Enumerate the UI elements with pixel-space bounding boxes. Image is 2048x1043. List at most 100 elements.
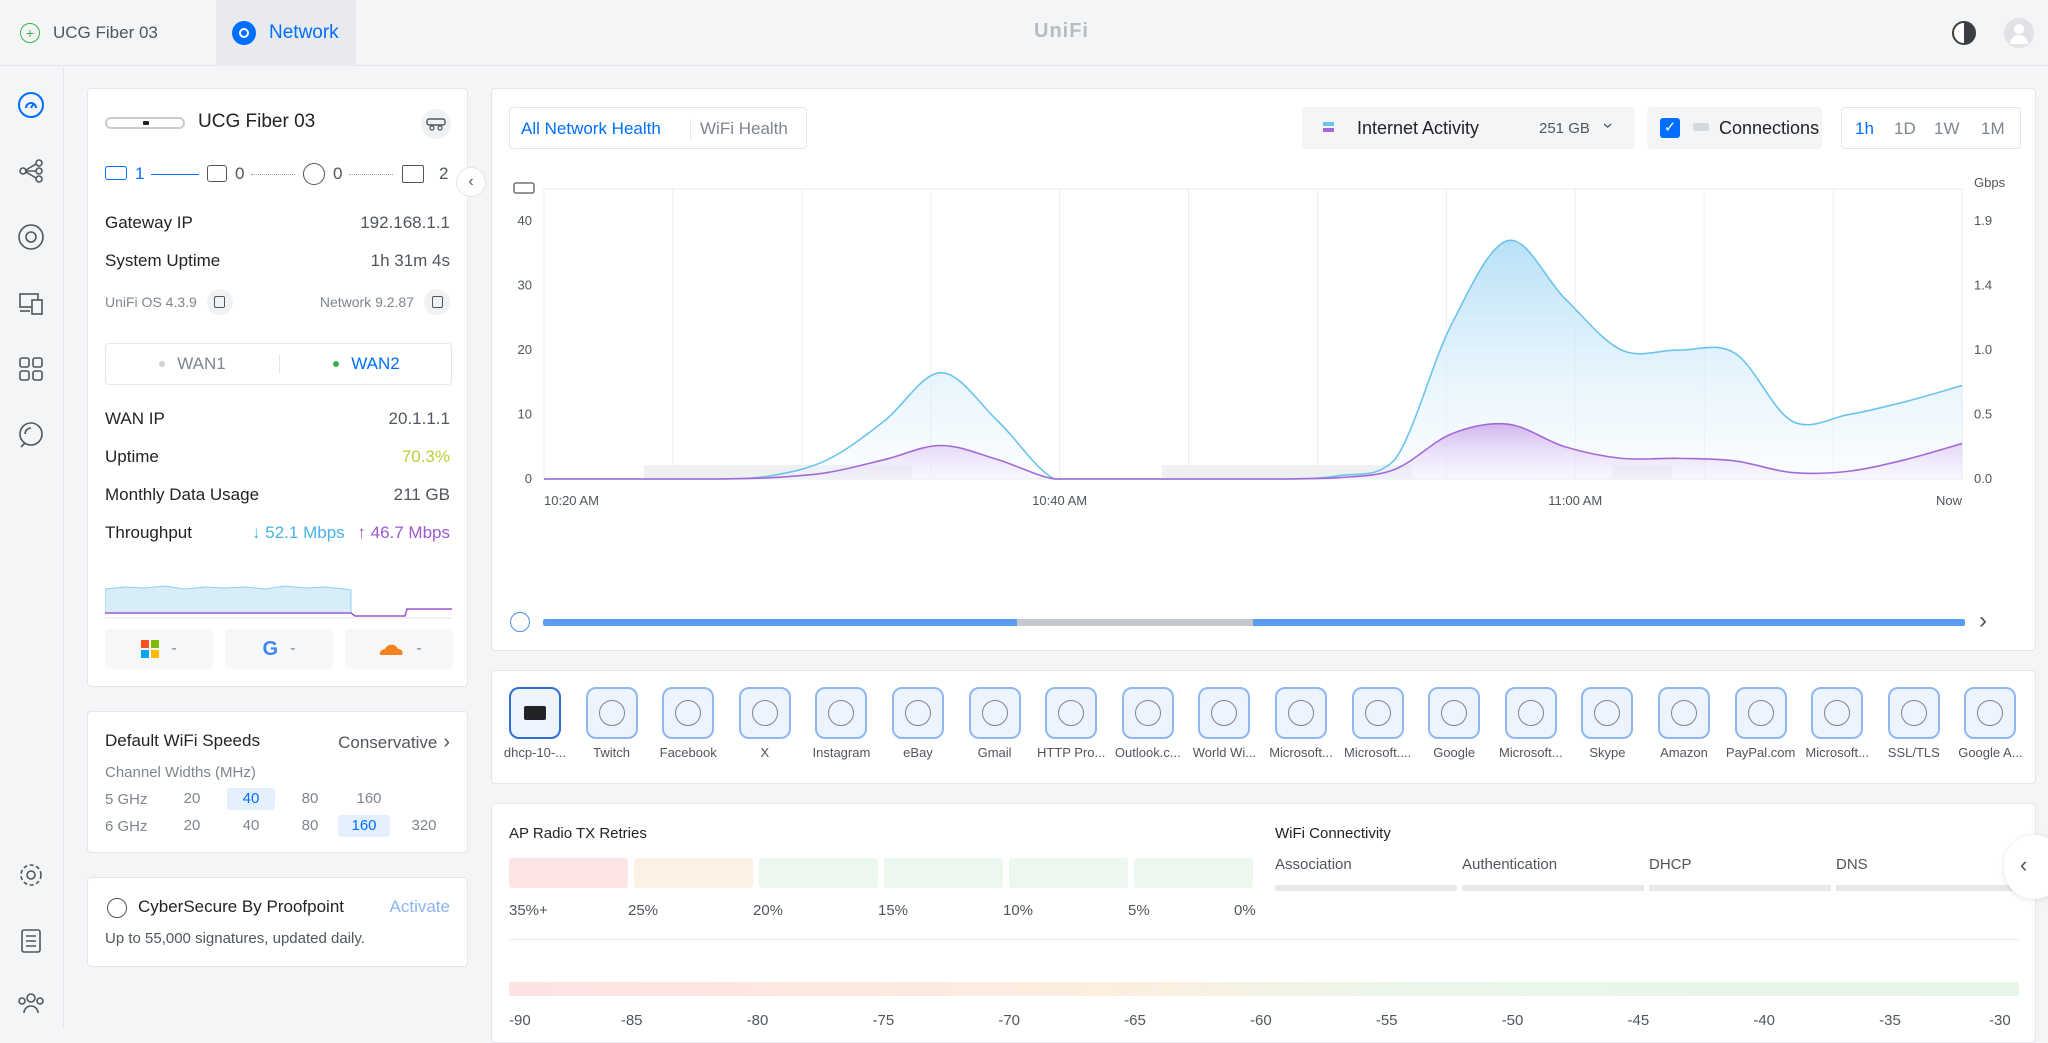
throughput-sparkline xyxy=(105,585,452,619)
apps-icon[interactable] xyxy=(15,353,47,385)
connectivity-bar xyxy=(1836,885,2018,891)
app-item[interactable]: Twitch xyxy=(576,687,648,760)
avatar[interactable] xyxy=(2004,18,2034,48)
range-1h[interactable]: 1h xyxy=(1855,119,1874,138)
x-tick-label: Now xyxy=(1936,493,1963,508)
health-tabs: All Network Health WiFi Health xyxy=(509,107,807,149)
wifi-speeds-mode[interactable]: Conservative › xyxy=(338,731,450,754)
isp-google-badge[interactable]: G - xyxy=(225,629,333,669)
connectivity-item[interactable]: Authentication xyxy=(1462,856,1644,891)
app-item[interactable]: Microsoft... xyxy=(1265,687,1337,760)
app-item[interactable]: HTTP Pro... xyxy=(1035,687,1107,760)
app-item[interactable]: Microsoft... xyxy=(1801,687,1873,760)
connections-toggle[interactable]: ✓ Connections xyxy=(1647,107,1822,149)
globe-icon xyxy=(662,687,715,739)
side-panel-toggle[interactable]: ‹ xyxy=(2004,835,2048,899)
topology-icon[interactable] xyxy=(15,155,47,187)
wifi-speeds-card[interactable]: Default WiFi Speeds Conservative › Chann… xyxy=(87,711,468,853)
dashboard-icon[interactable] xyxy=(15,89,47,121)
app-item[interactable]: Instagram xyxy=(805,687,877,760)
connectivity-item[interactable]: DHCP xyxy=(1649,856,1831,891)
tab-device-label: UCG Fiber 03 xyxy=(53,23,158,42)
isp-microsoft-badge[interactable]: - xyxy=(105,629,213,669)
signal-label: -60 xyxy=(1250,1012,1272,1029)
globe-icon xyxy=(1658,687,1710,739)
globe-icon xyxy=(1504,687,1557,739)
insights-icon[interactable] xyxy=(15,419,47,451)
app-item[interactable]: World Wi... xyxy=(1188,687,1260,760)
network-release-notes-icon[interactable] xyxy=(424,289,450,315)
connections-checkbox[interactable]: ✓ xyxy=(1660,118,1680,138)
globe-icon xyxy=(510,612,530,632)
connectivity-item[interactable]: DNS xyxy=(1836,856,2018,891)
devices-icon[interactable] xyxy=(15,221,47,253)
internet-activity-dropdown[interactable]: Internet Activity 251 GB › xyxy=(1302,107,1635,149)
isp-google-value: - xyxy=(290,640,296,657)
chevron-down-icon: › xyxy=(1598,122,1619,129)
timeline-next-icon[interactable]: › xyxy=(1979,607,1987,634)
settings-icon[interactable] xyxy=(15,859,47,891)
globe-icon xyxy=(1734,687,1787,739)
connections-label: Connections xyxy=(1719,118,1820,138)
clients-icon[interactable] xyxy=(15,287,47,319)
retry-segment xyxy=(1134,858,1253,888)
wan1-tab[interactable]: WAN1 xyxy=(106,344,279,384)
app-label: Microsoft... xyxy=(1269,745,1333,760)
os-release-notes-icon[interactable] xyxy=(206,289,233,315)
app-item[interactable]: X xyxy=(729,687,801,760)
tab-wifi-health[interactable]: WiFi Health xyxy=(700,119,788,138)
connectivity-title: WiFi Connectivity xyxy=(1275,825,1391,842)
app-item[interactable]: dhcp-10-... xyxy=(499,687,571,760)
logs-icon[interactable] xyxy=(15,925,47,957)
tab-network[interactable]: Network xyxy=(216,0,356,66)
activity-legend-icon xyxy=(1323,122,1334,126)
port-count-3: 0 xyxy=(333,164,343,183)
app-item[interactable]: Google xyxy=(1418,687,1490,760)
activity-label: Internet Activity xyxy=(1357,118,1480,138)
device-menu-icon[interactable] xyxy=(421,109,451,139)
google-icon: G xyxy=(262,637,279,660)
range-1w[interactable]: 1W xyxy=(1934,119,1960,138)
isp-cloudflare-badge[interactable]: - xyxy=(345,629,453,669)
y-right-tick-label: 1.0 xyxy=(1974,342,1992,357)
wan-ip-row: WAN IP 20.1.1.1 xyxy=(105,409,450,429)
app-label: HTTP Pro... xyxy=(1036,745,1106,760)
range-1m[interactable]: 1M xyxy=(1981,119,2005,138)
width-6-20: 20 xyxy=(183,817,201,834)
app-item[interactable]: SSL/TLS xyxy=(1878,687,1950,760)
activate-link[interactable]: Activate xyxy=(389,897,450,916)
app-item[interactable]: eBay xyxy=(882,687,954,760)
app-item[interactable]: Microsoft.... xyxy=(1342,687,1414,760)
collapse-button[interactable]: ‹ xyxy=(456,167,486,197)
top-bar: + UCG Fiber 03 Network UniFi xyxy=(0,0,2048,66)
app-item[interactable]: PayPal.com xyxy=(1725,687,1797,760)
globe-icon xyxy=(738,687,791,739)
y-tick-label: 20 xyxy=(518,342,532,357)
network-version: Network 9.2.87 xyxy=(319,294,414,310)
app-item[interactable]: Microsoft... xyxy=(1495,687,1567,760)
y-right-tick-label: 1.9 xyxy=(1974,213,1992,228)
timeline-bar[interactable] xyxy=(543,619,1965,626)
connectivity-bar xyxy=(1649,885,1831,891)
app-item[interactable]: Google A... xyxy=(1954,687,2026,760)
tab-device[interactable]: + UCG Fiber 03 xyxy=(20,0,158,66)
app-item[interactable]: Facebook xyxy=(652,687,724,760)
app-item[interactable]: Amazon xyxy=(1648,687,1720,760)
tab-all-network-health[interactable]: All Network Health xyxy=(521,119,661,138)
wan2-tab[interactable]: WAN2 xyxy=(280,344,453,384)
connectivity-item[interactable]: Association xyxy=(1275,856,1457,891)
app-item[interactable]: Outlook.c... xyxy=(1112,687,1184,760)
app-label: PayPal.com xyxy=(1725,745,1796,760)
globe-icon xyxy=(1887,687,1940,739)
signal-label: -40 xyxy=(1753,1012,1776,1029)
throughput-up: ↑ 46.7 Mbps xyxy=(357,523,450,542)
admins-icon[interactable] xyxy=(15,987,47,1019)
app-item[interactable]: Skype xyxy=(1571,687,1643,760)
time-range-selector: 1h 1D 1W 1M xyxy=(1841,107,2021,149)
width-6-320: 320 xyxy=(411,817,437,834)
app-item[interactable]: Gmail xyxy=(959,687,1031,760)
connectivity-label: Association xyxy=(1275,856,1352,873)
port-count-4: 2 xyxy=(439,164,449,183)
theme-toggle-icon[interactable] xyxy=(1952,21,1976,45)
range-1d[interactable]: 1D xyxy=(1894,119,1916,138)
